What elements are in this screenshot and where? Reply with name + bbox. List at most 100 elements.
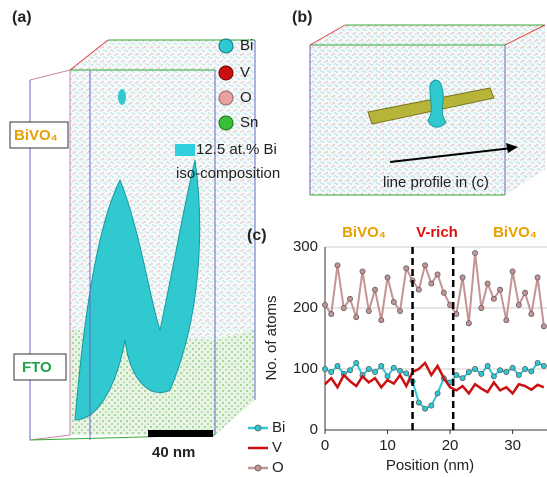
data-point — [440, 289, 447, 296]
data-point — [453, 311, 460, 318]
y-tick-label: 200 — [293, 299, 318, 316]
data-point — [397, 308, 403, 314]
y-tick-label: 0 — [310, 421, 318, 438]
data-point — [365, 308, 372, 314]
data-point — [515, 372, 522, 379]
data-point — [434, 390, 441, 397]
data-point — [403, 370, 410, 377]
data-point — [428, 402, 435, 409]
data-point — [328, 311, 335, 318]
data-point — [334, 262, 341, 269]
data-point — [522, 289, 529, 296]
data-point — [540, 323, 547, 330]
panel-a-render — [29, 39, 256, 441]
region-label: BiVO₄ — [493, 224, 537, 241]
x-axis-title: Position (nm) — [386, 457, 474, 474]
y-tick-label: 100 — [293, 360, 318, 377]
data-point — [340, 305, 347, 311]
data-point — [472, 366, 479, 372]
panel-label: (b) — [292, 9, 312, 26]
label-box — [13, 353, 67, 381]
data-point — [534, 274, 541, 281]
data-point — [422, 405, 429, 412]
data-point — [328, 369, 335, 375]
data-point — [347, 295, 353, 302]
data-point — [528, 368, 535, 375]
data-point — [378, 363, 385, 369]
data-point — [322, 366, 328, 372]
data-point — [478, 305, 485, 311]
data-point — [528, 311, 535, 318]
series-line — [324, 360, 545, 396]
data-point — [422, 262, 429, 269]
data-point — [484, 280, 491, 287]
data-point — [465, 320, 472, 327]
data-point — [428, 280, 435, 287]
data-point — [378, 317, 385, 324]
arrow-label: line profile in (c) — [383, 174, 489, 191]
data-point — [322, 302, 328, 308]
data-point — [490, 295, 497, 302]
data-point — [453, 372, 460, 379]
panel-label: (c) — [247, 227, 267, 244]
material-label: FTO — [22, 359, 52, 376]
data-point — [465, 369, 472, 375]
data-point — [347, 367, 353, 374]
legend-label: Sn — [240, 114, 258, 131]
legend-label: O — [272, 459, 284, 476]
scale-bar-label: 40 nm — [152, 444, 195, 461]
legend-label: V — [272, 439, 282, 456]
data-point — [372, 286, 378, 293]
data-point — [509, 268, 516, 275]
data-point — [503, 317, 510, 324]
data-point — [540, 363, 547, 369]
label-box — [9, 121, 69, 149]
data-point — [403, 265, 410, 272]
data-point — [353, 314, 360, 321]
data-point — [384, 274, 391, 281]
data-point — [503, 369, 510, 375]
data-point — [434, 271, 441, 278]
legend-label: Bi — [240, 37, 253, 54]
data-point — [390, 364, 397, 371]
data-point — [459, 274, 466, 281]
y-tick-label: 300 — [293, 238, 318, 255]
legend-marker — [254, 464, 262, 472]
region-label: V-rich — [416, 224, 458, 241]
data-point — [515, 302, 522, 308]
legend-label: Bi — [272, 419, 285, 436]
legend-label: O — [240, 89, 252, 106]
x-tick-label: 10 — [379, 437, 396, 454]
data-point — [353, 359, 360, 366]
data-point — [447, 302, 454, 308]
data-point — [497, 286, 504, 293]
data-point — [509, 364, 516, 371]
legend-marker — [254, 424, 262, 432]
data-point — [390, 298, 397, 305]
region-label: BiVO₄ — [342, 224, 386, 241]
data-point — [415, 399, 422, 406]
data-point — [359, 268, 366, 275]
iso-text: iso-composition — [176, 165, 280, 182]
legend-label: V — [240, 64, 250, 81]
data-point — [372, 369, 378, 375]
panel-b-render — [309, 24, 546, 196]
data-point — [490, 373, 497, 380]
data-point — [472, 250, 479, 257]
data-point — [534, 359, 541, 366]
data-point — [459, 375, 466, 382]
data-point — [497, 367, 504, 374]
data-point — [522, 366, 529, 372]
y-axis-title: No. of atoms — [263, 295, 280, 380]
data-point — [478, 370, 485, 377]
panel-label: (a) — [12, 9, 32, 26]
iso-value: 12.5 at.% Bi — [196, 141, 277, 158]
x-tick-label: 30 — [504, 437, 521, 454]
x-tick-label: 20 — [442, 437, 459, 454]
x-tick-label: 0 — [321, 437, 329, 454]
data-point — [397, 367, 403, 374]
panel-a-legend-markers — [175, 38, 234, 156]
data-point — [334, 363, 341, 369]
series-line — [324, 252, 545, 327]
